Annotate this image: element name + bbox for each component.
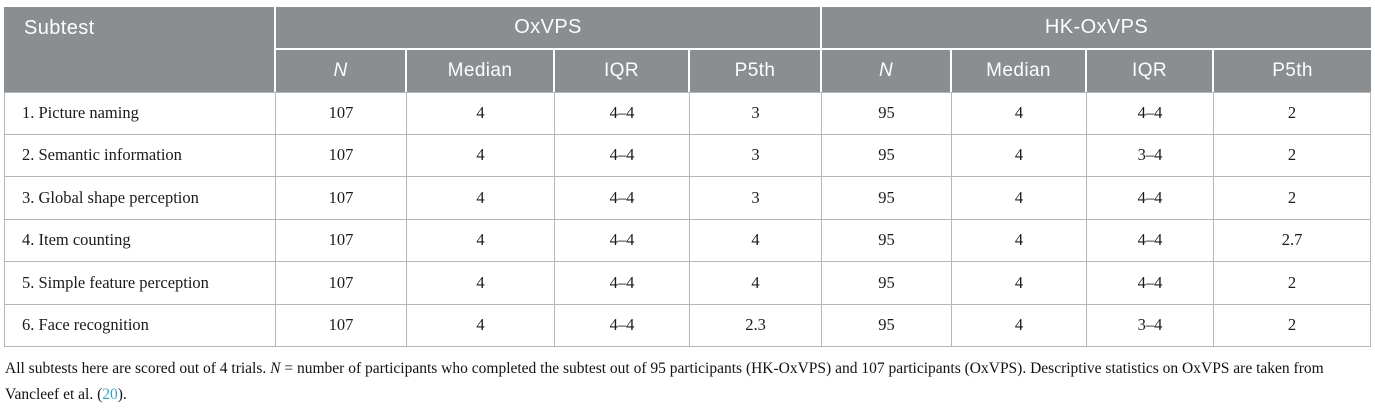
table-row: 5. Simple feature perception 107 4 4–4 4… <box>4 262 1372 305</box>
column-header-oxvps-iqr: IQR <box>555 50 690 92</box>
column-header-hk-p5th: P5th <box>1214 50 1372 92</box>
row-label: 3. Global shape perception <box>4 177 276 220</box>
cell-oxvps-median: 4 <box>407 304 555 347</box>
cell-oxvps-n: 107 <box>276 92 407 135</box>
cell-hk-p5th: 2 <box>1214 134 1372 177</box>
table-row: 6. Face recognition 107 4 4–4 2.3 95 4 3… <box>4 304 1372 347</box>
group-header-oxvps: OxVPS <box>276 7 823 50</box>
cell-hk-median: 4 <box>952 304 1088 347</box>
column-header-hk-n: N <box>822 50 953 92</box>
footnote-text: = number of participants who completed t… <box>5 360 1324 403</box>
column-header-hk-median: Median <box>952 50 1088 92</box>
cell-oxvps-n: 107 <box>276 134 407 177</box>
column-header-oxvps-median: Median <box>407 50 555 92</box>
cell-oxvps-p5th: 4 <box>690 219 823 262</box>
cell-hk-n: 95 <box>822 304 953 347</box>
cell-oxvps-iqr: 4–4 <box>555 262 690 305</box>
table-row: 1. Picture naming 107 4 4–4 3 95 4 4–4 2 <box>4 92 1372 135</box>
cell-hk-iqr: 4–4 <box>1087 177 1215 220</box>
table-header: Subtest OxVPS HK-OxVPS N Median IQR P5th… <box>4 7 1372 92</box>
footnote-text: ). <box>117 386 127 403</box>
cell-oxvps-p5th: 4 <box>690 262 823 305</box>
cell-oxvps-n: 107 <box>276 262 407 305</box>
table-row: 3. Global shape perception 107 4 4–4 3 9… <box>4 177 1372 220</box>
row-label: 2. Semantic information <box>4 134 276 177</box>
cell-oxvps-p5th: 3 <box>690 92 823 135</box>
column-header-subtest: Subtest <box>4 7 276 92</box>
cell-oxvps-median: 4 <box>407 177 555 220</box>
cell-oxvps-iqr: 4–4 <box>555 177 690 220</box>
cell-hk-iqr: 4–4 <box>1087 262 1215 305</box>
column-header-oxvps-p5th: P5th <box>690 50 823 92</box>
cell-hk-n: 95 <box>822 177 953 220</box>
group-header-hk-oxvps: HK-OxVPS <box>822 7 1372 50</box>
cell-oxvps-p5th: 3 <box>690 177 823 220</box>
row-label: 1. Picture naming <box>4 92 276 135</box>
cell-oxvps-p5th: 3 <box>690 134 823 177</box>
cell-oxvps-iqr: 4–4 <box>555 92 690 135</box>
row-label: 5. Simple feature perception <box>4 262 276 305</box>
citation-link-20[interactable]: 20 <box>102 386 118 403</box>
cell-oxvps-iqr: 4–4 <box>555 304 690 347</box>
cell-hk-p5th: 2 <box>1214 304 1372 347</box>
cell-hk-median: 4 <box>952 262 1088 305</box>
row-label: 4. Item counting <box>4 219 276 262</box>
cell-hk-iqr: 3–4 <box>1087 134 1215 177</box>
cell-hk-median: 4 <box>952 92 1088 135</box>
table-row: 2. Semantic information 107 4 4–4 3 95 4… <box>4 134 1372 177</box>
cell-hk-p5th: 2 <box>1214 262 1372 305</box>
cell-hk-n: 95 <box>822 92 953 135</box>
cell-hk-n: 95 <box>822 262 953 305</box>
cell-oxvps-iqr: 4–4 <box>555 134 690 177</box>
cell-hk-p5th: 2 <box>1214 92 1372 135</box>
descriptive-statistics-table: Subtest OxVPS HK-OxVPS N Median IQR P5th… <box>4 7 1372 347</box>
cell-hk-iqr: 4–4 <box>1087 92 1215 135</box>
cell-oxvps-median: 4 <box>407 92 555 135</box>
cell-oxvps-median: 4 <box>407 262 555 305</box>
table-row: 4. Item counting 107 4 4–4 4 95 4 4–4 2.… <box>4 219 1372 262</box>
table-footnote: All subtests here are scored out of 4 tr… <box>5 356 1371 408</box>
cell-hk-iqr: 4–4 <box>1087 219 1215 262</box>
table-body: 1. Picture naming 107 4 4–4 3 95 4 4–4 2… <box>4 92 1372 347</box>
cell-hk-iqr: 3–4 <box>1087 304 1215 347</box>
column-header-hk-iqr: IQR <box>1087 50 1215 92</box>
footnote-text: All subtests here are scored out of 4 tr… <box>5 360 271 377</box>
cell-oxvps-p5th: 2.3 <box>690 304 823 347</box>
cell-hk-median: 4 <box>952 134 1088 177</box>
cell-oxvps-iqr: 4–4 <box>555 219 690 262</box>
cell-hk-p5th: 2 <box>1214 177 1372 220</box>
cell-hk-median: 4 <box>952 177 1088 220</box>
cell-hk-median: 4 <box>952 219 1088 262</box>
group-header-row: Subtest OxVPS HK-OxVPS <box>4 7 1372 92</box>
cell-hk-p5th: 2.7 <box>1214 219 1372 262</box>
sub-header-row: N Median IQR P5th N Median IQR P5th <box>4 50 1372 92</box>
column-header-oxvps-n: N <box>276 50 407 92</box>
cell-hk-n: 95 <box>822 219 953 262</box>
cell-oxvps-median: 4 <box>407 219 555 262</box>
cell-oxvps-n: 107 <box>276 304 407 347</box>
footnote-n-symbol: N <box>270 360 281 377</box>
cell-oxvps-n: 107 <box>276 177 407 220</box>
cell-oxvps-n: 107 <box>276 219 407 262</box>
cell-hk-n: 95 <box>822 134 953 177</box>
row-label: 6. Face recognition <box>4 304 276 347</box>
cell-oxvps-median: 4 <box>407 134 555 177</box>
